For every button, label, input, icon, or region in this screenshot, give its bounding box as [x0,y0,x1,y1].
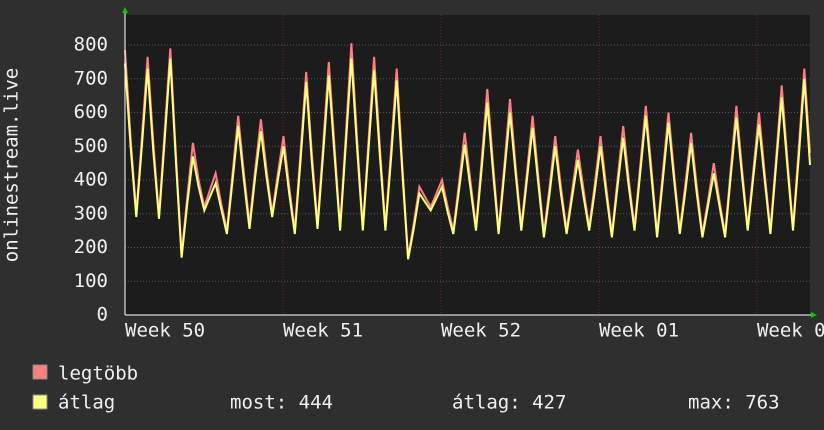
x-tick-label: Week 51 [283,320,363,342]
plot [124,15,811,316]
y-tick-label: 800 [74,34,108,56]
y-tick-label: 500 [74,135,108,157]
stat-max: max: 763 [688,392,780,414]
y-tick-label: 0 [97,304,108,326]
y-tick-label: 300 [74,202,108,224]
series-line [124,58,811,260]
legend-label: legtöbb [58,363,138,385]
y-tick-label: 400 [74,169,108,191]
x-tick-label: Week 52 [441,320,521,342]
x-tick-label: Week 01 [599,320,679,342]
x-axis-arrow [811,312,817,318]
y-tick-label: 700 [74,67,108,89]
stat-current: most: 444 [230,392,333,414]
y-axis-arrow [122,7,128,13]
legend-swatch [32,364,48,380]
legend-swatch [32,394,48,410]
x-tick-label: Week 02 [757,320,824,342]
y-tick-label: 100 [74,270,108,292]
legend-label: átlag [58,392,115,414]
y-tick-label: 600 [74,101,108,123]
y-tick-label: 200 [74,236,108,258]
x-tick-label: Week 50 [125,320,205,342]
y-axis-label: onlinestream.live [1,68,23,262]
stat-average: átlag: 427 [452,392,566,414]
